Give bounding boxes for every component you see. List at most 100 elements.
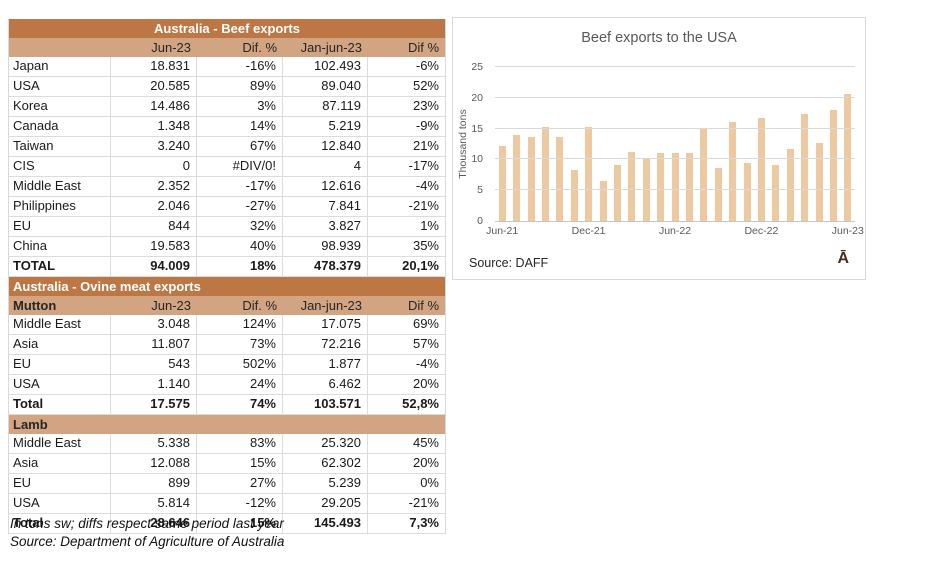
cell-total-value: 28.646 bbox=[111, 514, 197, 533]
cell-dif-cum: 69% bbox=[412, 316, 439, 331]
cell-region: Taiwan bbox=[9, 137, 111, 156]
cell-value: 18.831 bbox=[111, 57, 197, 76]
bar bbox=[844, 94, 852, 221]
cell-region: USA bbox=[9, 375, 111, 394]
cell-region: CIS bbox=[9, 157, 111, 176]
col-header-dif-cum: Dif % bbox=[407, 298, 439, 313]
col-header-mutton: Mutton bbox=[13, 298, 57, 313]
cell-value: 5.814 bbox=[111, 494, 197, 513]
bar-slot bbox=[668, 67, 682, 221]
cell-cum: 102.493 bbox=[283, 57, 368, 76]
bar bbox=[815, 143, 823, 221]
cell-dif: 89% bbox=[197, 77, 283, 96]
cell-region: Middle East bbox=[9, 434, 111, 453]
cell-total-dif: 18% bbox=[197, 257, 283, 276]
bar-slot bbox=[798, 67, 812, 221]
cell-dif: 27% bbox=[197, 474, 283, 493]
bar-slot bbox=[538, 67, 552, 221]
cell-dif-cum: -4% bbox=[415, 178, 439, 193]
bar bbox=[729, 121, 737, 221]
table-row: Canada 1.348 14% 5.219 -9% bbox=[9, 117, 445, 137]
cell-value: 3.240 bbox=[111, 137, 197, 156]
cell-value: 5.338 bbox=[111, 434, 197, 453]
cell-dif-cum: 35% bbox=[412, 238, 439, 253]
cell-value: 2.352 bbox=[111, 177, 197, 196]
cell-dif: 73% bbox=[197, 335, 283, 354]
bar bbox=[671, 153, 679, 221]
ovine-table-title: Australia - Ovine meat exports bbox=[9, 277, 445, 296]
bar-slot bbox=[524, 67, 538, 221]
y-tick-label: 25 bbox=[471, 61, 483, 73]
cell-total-label: Total bbox=[9, 514, 111, 533]
col-header-dif: Dif. % bbox=[242, 298, 277, 313]
col-header-janjun23: Jan-jun-23 bbox=[300, 40, 362, 55]
cell-value: 899 bbox=[111, 474, 197, 493]
bar-slot bbox=[653, 67, 667, 221]
cell-value: 0 bbox=[111, 157, 197, 176]
bar bbox=[570, 169, 578, 221]
bar bbox=[657, 152, 665, 221]
gridline bbox=[495, 96, 855, 98]
cell-dif: 15% bbox=[197, 454, 283, 473]
table-row: USA 5.814 -12% 29.205 -21% bbox=[9, 494, 445, 514]
cell-total-label: TOTAL bbox=[9, 257, 111, 276]
bar-slot bbox=[726, 67, 740, 221]
cell-dif: 83% bbox=[197, 434, 283, 453]
cell-value: 1.348 bbox=[111, 117, 197, 136]
bar bbox=[527, 137, 535, 221]
beef-column-header: Jun-23 Dif. % Jan-jun-23 Dif % bbox=[9, 38, 445, 57]
cell-total-dif: 15% bbox=[197, 514, 283, 533]
cell-dif-cum: -21% bbox=[408, 495, 439, 510]
bar-slot bbox=[567, 67, 581, 221]
cell-cum: 4 bbox=[283, 157, 368, 176]
cell-total-value: 17.575 bbox=[111, 395, 197, 414]
gridline bbox=[495, 158, 855, 160]
cell-value: 844 bbox=[111, 217, 197, 236]
cell-region: China bbox=[9, 237, 111, 256]
cell-total-cum: 103.571 bbox=[283, 395, 368, 414]
bar-slot bbox=[639, 67, 653, 221]
cell-dif-cum: 21% bbox=[412, 138, 439, 153]
y-tick-label: 20 bbox=[471, 91, 483, 104]
bar bbox=[628, 152, 636, 221]
x-tick-label: Jun-23 bbox=[831, 225, 864, 237]
table-row: Middle East 5.338 83% 25.320 45% bbox=[9, 434, 445, 454]
lamb-section-header: Lamb bbox=[9, 415, 445, 434]
bar-slot bbox=[826, 67, 840, 221]
cell-dif-cum: 57% bbox=[412, 336, 439, 351]
cell-dif-cum: -9% bbox=[415, 118, 439, 133]
cell-region: Japan bbox=[9, 57, 111, 76]
cell-cum: 25.320 bbox=[283, 434, 368, 453]
mutton-section-header: Mutton Jun-23 Dif. % Jan-jun-23 Dif % bbox=[9, 296, 445, 315]
cell-dif: -12% bbox=[197, 494, 283, 513]
footnote-source: Source: Department of Agriculture of Aus… bbox=[10, 534, 285, 549]
bar-slot bbox=[769, 67, 783, 221]
y-tick-label: 15 bbox=[471, 122, 483, 135]
table-row: Philippines 2.046 -27% 7.841 -21% bbox=[9, 197, 445, 217]
cell-dif: -27% bbox=[197, 197, 283, 216]
table-row: Middle East 3.048 124% 17.075 69% bbox=[9, 315, 445, 335]
bar-slot bbox=[553, 67, 567, 221]
bar bbox=[642, 159, 650, 221]
cell-dif: 124% bbox=[197, 315, 283, 334]
bar bbox=[541, 126, 549, 221]
cell-value: 12.088 bbox=[111, 454, 197, 473]
x-tick-label: Jun-21 bbox=[486, 225, 519, 237]
cell-dif: 14% bbox=[197, 117, 283, 136]
cell-value: 543 bbox=[111, 355, 197, 374]
cell-dif-cum: 1% bbox=[420, 218, 439, 233]
cell-dif: 40% bbox=[197, 237, 283, 256]
bar-slot bbox=[740, 67, 754, 221]
lamb-label: Lamb bbox=[13, 417, 48, 432]
bar-slot bbox=[610, 67, 624, 221]
bar bbox=[599, 180, 607, 221]
cell-total-dif-cum: 52,8% bbox=[402, 396, 439, 411]
cell-dif: #DIV/0! bbox=[197, 157, 283, 176]
cell-region: Asia bbox=[9, 454, 111, 473]
bar bbox=[743, 163, 751, 221]
watermark-letter: Ā bbox=[837, 250, 849, 267]
cell-dif: 24% bbox=[197, 375, 283, 394]
cell-dif-cum: 0% bbox=[420, 475, 439, 490]
cell-value: 14.486 bbox=[111, 97, 197, 116]
cell-total-dif-cum: 7,3% bbox=[409, 515, 439, 530]
